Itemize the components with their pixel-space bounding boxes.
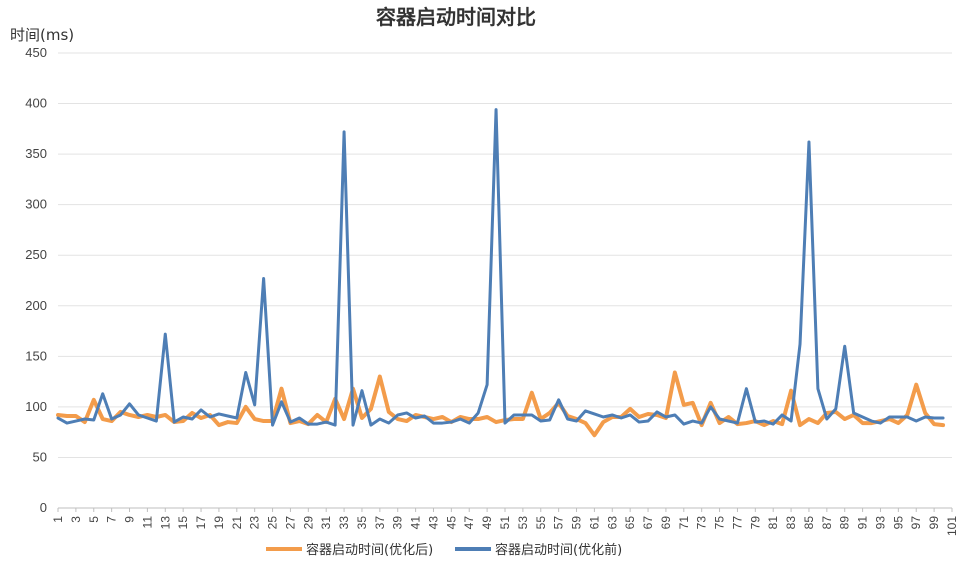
y-tick-label: 50 — [33, 449, 47, 464]
x-tick-label: 57 — [552, 516, 566, 530]
legend: 容器启动时间(优化后) 容器启动时间(优化前) — [266, 542, 622, 558]
y-tick-label: 450 — [25, 45, 47, 60]
x-tick-label: 11 — [140, 516, 154, 529]
x-tick-label: 7 — [105, 516, 119, 523]
gridlines — [58, 52, 952, 509]
chart-title: 容器启动时间对比 — [376, 5, 536, 29]
y-tick-label: 250 — [25, 247, 47, 262]
x-tick-label: 65 — [623, 516, 637, 530]
x-tick-label: 49 — [480, 516, 494, 530]
y-tick-label: 0 — [40, 500, 47, 515]
x-tick-label: 85 — [802, 516, 816, 530]
x-tick-label: 39 — [391, 516, 405, 530]
x-tick-label: 41 — [409, 516, 423, 530]
x-tick-label: 15 — [176, 516, 190, 530]
x-tick-label: 43 — [426, 516, 440, 530]
x-tick-label: 45 — [444, 516, 458, 530]
x-tick-label: 13 — [158, 516, 172, 530]
x-tick-label: 37 — [373, 516, 387, 530]
x-tick-label: 71 — [677, 516, 691, 530]
x-tick-label: 97 — [909, 516, 923, 530]
x-tick-label: 33 — [337, 516, 351, 530]
x-tick-label: 21 — [230, 516, 244, 530]
y-axis-ticks: 0 50 100 150 200 250 300 350 400 450 — [25, 45, 47, 515]
x-tick-label: 91 — [856, 516, 870, 530]
x-tick-label: 55 — [534, 516, 548, 530]
x-tick-label: 63 — [605, 516, 619, 530]
x-tick-label: 19 — [212, 516, 226, 530]
x-tick-label: 99 — [927, 516, 941, 530]
x-tick-label: 73 — [695, 516, 709, 530]
x-tick-label: 79 — [748, 516, 762, 530]
x-tick-label: 83 — [784, 516, 798, 530]
x-tick-label: 3 — [69, 516, 83, 523]
x-tick-label: 17 — [194, 516, 208, 530]
x-tick-label: 31 — [319, 516, 333, 530]
x-tick-label: 101 — [945, 516, 959, 536]
x-tick-label: 9 — [123, 516, 137, 523]
x-tick-label: 61 — [587, 516, 601, 530]
legend-label: 容器启动时间(优化后) — [306, 542, 433, 558]
y-tick-label: 300 — [25, 197, 47, 212]
x-tick-label: 89 — [838, 516, 852, 530]
x-tick-label: 59 — [570, 516, 584, 530]
x-tick-label: 1 — [51, 516, 65, 523]
series-lines — [56, 108, 946, 438]
y-tick-label: 350 — [25, 146, 47, 161]
x-tick-label: 27 — [283, 516, 297, 530]
series-line-before-optimization — [56, 108, 945, 427]
x-tick-label: 67 — [641, 516, 655, 530]
x-tick-label: 87 — [820, 516, 834, 530]
legend-label: 容器启动时间(优化前) — [495, 542, 622, 558]
y-tick-label: 150 — [25, 348, 47, 363]
y-tick-label: 400 — [25, 96, 47, 111]
x-tick-label: 81 — [766, 516, 780, 530]
x-tick-label: 5 — [87, 516, 101, 523]
x-tick-label: 47 — [462, 516, 476, 530]
x-tick-label: 23 — [248, 516, 262, 530]
x-tick-label: 77 — [730, 516, 744, 530]
x-tick-label: 93 — [873, 516, 887, 530]
x-tick-label: 95 — [891, 516, 905, 530]
x-tick-label: 51 — [498, 516, 512, 530]
x-tick-label: 25 — [266, 516, 280, 530]
x-axis-ticks: 1 3 5 7 9 11 13 15 17 19 21 23 25 27 29 31 33 35 37 39 41 43 4… — [51, 508, 959, 536]
y-tick-label: 100 — [25, 399, 47, 414]
x-tick-label: 75 — [713, 516, 727, 530]
y-tick-label: 200 — [25, 298, 47, 313]
y-axis-label: 时间(ms) — [10, 26, 74, 44]
series-line-after-optimization — [56, 370, 946, 438]
x-tick-label: 35 — [355, 516, 369, 530]
x-tick-label: 69 — [659, 516, 673, 530]
x-tick-label: 29 — [301, 516, 315, 530]
x-tick-label: 53 — [516, 516, 530, 530]
